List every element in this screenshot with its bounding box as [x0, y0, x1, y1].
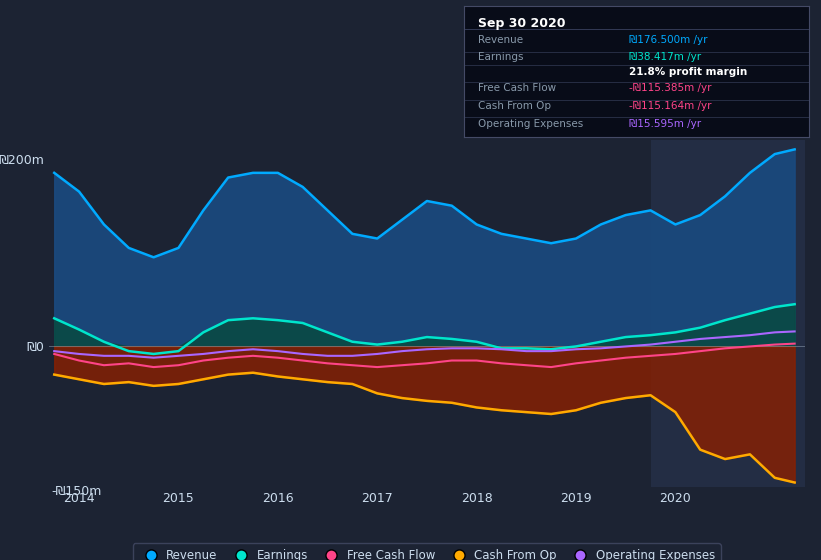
Text: Revenue: Revenue	[478, 35, 523, 45]
Text: -₪150m: -₪150m	[51, 486, 102, 498]
Text: ₪38.417m /yr: ₪38.417m /yr	[630, 52, 701, 62]
Text: Cash From Op: Cash From Op	[478, 101, 551, 111]
Text: Free Cash Flow: Free Cash Flow	[478, 83, 556, 94]
Text: 21.8% profit margin: 21.8% profit margin	[630, 67, 748, 77]
Text: -₪115.164m /yr: -₪115.164m /yr	[630, 101, 712, 111]
Text: Earnings: Earnings	[478, 52, 523, 62]
Text: Operating Expenses: Operating Expenses	[478, 119, 583, 129]
Legend: Revenue, Earnings, Free Cash Flow, Cash From Op, Operating Expenses: Revenue, Earnings, Free Cash Flow, Cash …	[133, 543, 721, 560]
Text: -₪115.385m /yr: -₪115.385m /yr	[630, 83, 712, 94]
Bar	[650, 140, 805, 487]
Text: ₪15.595m /yr: ₪15.595m /yr	[630, 119, 701, 129]
Text: Sep 30 2020: Sep 30 2020	[478, 17, 565, 30]
Text: ₪176.500m /yr: ₪176.500m /yr	[630, 35, 708, 45]
